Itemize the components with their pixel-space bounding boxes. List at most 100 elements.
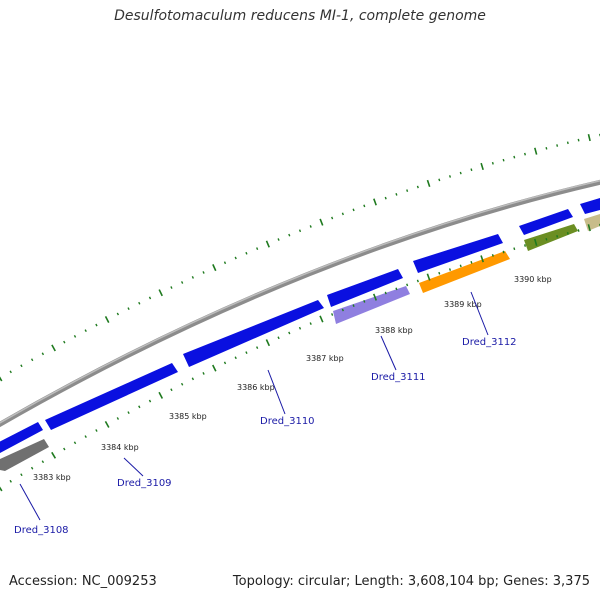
map-title: Desulfotomaculum reducens MI-1, complete… bbox=[114, 8, 486, 24]
tick-labels: 3383 kbp 3384 kbp 3385 kbp 3386 kbp 3387… bbox=[33, 275, 552, 482]
scale-tick-major bbox=[51, 344, 56, 352]
tick-label: 3388 kbp bbox=[375, 326, 413, 335]
gene-arrow-forward[interactable] bbox=[519, 209, 573, 235]
tick-label: 3384 kbp bbox=[101, 443, 139, 452]
scale-tick-major bbox=[104, 421, 110, 428]
gene-label-dred-3111[interactable]: Dred_3111 bbox=[371, 372, 426, 383]
tick-label: 3383 kbp bbox=[33, 473, 71, 482]
scale-tick-minor bbox=[84, 435, 87, 438]
scale-tick-minor bbox=[73, 441, 77, 445]
scale-tick-minor bbox=[288, 233, 291, 237]
gene-arrow-reverse[interactable] bbox=[419, 251, 510, 293]
gene-arrow-reverse[interactable] bbox=[0, 439, 49, 471]
scale-tick-minor bbox=[73, 334, 77, 338]
inner-scale-track bbox=[0, 223, 600, 492]
gene-label-dred-3109[interactable]: Dred_3109 bbox=[117, 478, 172, 489]
gene-arrow-forward[interactable] bbox=[413, 234, 503, 273]
scale-tick-minor bbox=[545, 237, 548, 241]
scale-tick-minor bbox=[491, 254, 494, 257]
scale-tick-minor bbox=[180, 382, 184, 386]
gene-arrow-forward[interactable] bbox=[183, 300, 324, 367]
scale-tick-minor bbox=[148, 399, 152, 403]
scale-tick-minor bbox=[448, 175, 452, 178]
scale-tick-minor bbox=[406, 283, 409, 287]
scale-tick-minor bbox=[331, 216, 334, 220]
scale-tick-major bbox=[265, 339, 271, 347]
scale-tick-major bbox=[534, 147, 538, 155]
scale-tick-minor bbox=[256, 346, 259, 349]
gene-label-dred-3110[interactable]: Dred_3110 bbox=[260, 416, 315, 427]
scale-tick-minor bbox=[127, 411, 130, 415]
scale-tick-major bbox=[319, 218, 324, 226]
scale-tick-minor bbox=[491, 161, 494, 165]
scale-tick-major bbox=[0, 376, 3, 382]
gene-labels: Dred_3108 Dred_3109 Dred_3110 Dred_3111 … bbox=[14, 337, 517, 536]
scale-tick-minor bbox=[470, 168, 473, 172]
scale-tick-minor bbox=[191, 377, 195, 381]
scale-tick-minor bbox=[9, 479, 12, 483]
scale-tick-minor bbox=[170, 388, 173, 392]
gene-arrow-forward[interactable] bbox=[327, 269, 403, 307]
genome-backbone bbox=[0, 179, 600, 428]
scale-tick-minor bbox=[63, 340, 66, 344]
scale-tick-minor bbox=[245, 251, 248, 255]
scale-tick-minor bbox=[63, 447, 66, 451]
scale-tick-major bbox=[104, 316, 110, 323]
scale-tick-minor bbox=[30, 358, 34, 362]
scale-tick-minor bbox=[309, 322, 312, 325]
scale-tick-minor bbox=[416, 185, 419, 189]
scale-tick-minor bbox=[256, 247, 259, 251]
scale-tick-minor bbox=[363, 299, 366, 303]
scale-tick-minor bbox=[138, 301, 141, 305]
scale-tick-minor bbox=[438, 178, 441, 182]
scale-tick-minor bbox=[438, 271, 441, 275]
scale-tick-major bbox=[587, 224, 591, 232]
scale-tick-minor bbox=[513, 155, 516, 159]
scale-tick-minor bbox=[459, 171, 462, 175]
scale-tick-major bbox=[265, 240, 270, 248]
tick-label: 3387 kbp bbox=[306, 354, 344, 363]
scale-tick-minor bbox=[556, 144, 559, 147]
scale-tick-minor bbox=[566, 232, 569, 235]
scale-tick-major bbox=[480, 162, 484, 171]
gene-arrow-reverse[interactable] bbox=[333, 286, 410, 324]
gene-arrow-reverse[interactable] bbox=[584, 214, 600, 231]
scale-tick-minor bbox=[277, 336, 280, 340]
scale-tick-major bbox=[426, 179, 431, 187]
scale-tick-minor bbox=[234, 256, 237, 260]
gene-arrow-forward[interactable] bbox=[580, 198, 600, 214]
scale-tick-minor bbox=[341, 308, 344, 312]
tick-label: 3385 kbp bbox=[169, 412, 207, 421]
scale-tick-minor bbox=[84, 329, 87, 333]
scale-tick-minor bbox=[556, 234, 559, 238]
scale-tick-minor bbox=[223, 261, 227, 265]
scale-tick-minor bbox=[41, 460, 45, 464]
scale-tick-minor bbox=[309, 225, 312, 228]
scale-tick-minor bbox=[223, 361, 227, 365]
scale-tick-minor bbox=[202, 271, 205, 274]
scale-tick-minor bbox=[9, 370, 12, 374]
gene-label-dred-3108[interactable]: Dred_3108 bbox=[14, 525, 69, 536]
scale-tick-minor bbox=[395, 192, 398, 196]
scale-tick-minor bbox=[384, 291, 387, 295]
gene-arrow-forward[interactable] bbox=[45, 363, 178, 430]
scale-tick-major bbox=[212, 264, 217, 272]
scale-tick-major bbox=[158, 289, 163, 297]
tick-label: 3389 kbp bbox=[444, 300, 482, 309]
tick-label: 3390 kbp bbox=[514, 275, 552, 284]
scale-tick-minor bbox=[524, 152, 526, 156]
scale-tick-minor bbox=[523, 244, 527, 247]
scale-tick-minor bbox=[277, 238, 280, 241]
genome-summary-text: Topology: circular; Length: 3,608,104 bp… bbox=[232, 574, 590, 589]
scale-tick-major bbox=[158, 391, 164, 399]
scale-tick-major bbox=[426, 273, 431, 281]
gene-label-dred-3112[interactable]: Dred_3112 bbox=[462, 337, 517, 348]
scale-tick-minor bbox=[148, 296, 152, 300]
scale-tick-minor bbox=[116, 417, 120, 420]
gene-arrow-reverse[interactable] bbox=[524, 224, 578, 251]
scale-tick-minor bbox=[470, 260, 473, 264]
scale-tick-major bbox=[373, 198, 377, 206]
gene-arrow-forward[interactable] bbox=[0, 422, 43, 453]
scale-tick-minor bbox=[298, 229, 302, 233]
